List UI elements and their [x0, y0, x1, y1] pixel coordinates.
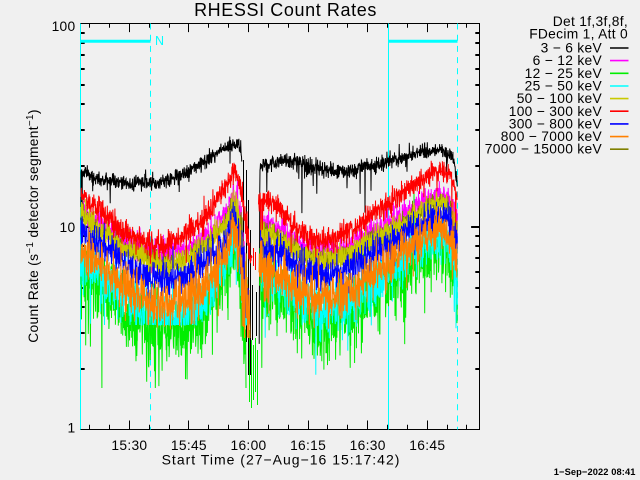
svg-text:100 − 300 keV: 100 − 300 keV: [509, 104, 603, 119]
svg-text:12 − 25 keV: 12 − 25 keV: [525, 66, 603, 81]
svg-text:6 − 12 keV: 6 − 12 keV: [533, 53, 603, 68]
svg-text:15:45: 15:45: [171, 438, 207, 453]
svg-text:100: 100: [52, 19, 76, 34]
svg-text:300 − 800 keV: 300 − 800 keV: [509, 116, 603, 131]
svg-text:16:15: 16:15: [290, 438, 326, 453]
svg-text:16:00: 16:00: [230, 438, 266, 453]
svg-text:1−Sep−2022 08:41: 1−Sep−2022 08:41: [554, 467, 636, 477]
svg-text:1: 1: [68, 421, 76, 436]
svg-text:10: 10: [60, 220, 76, 235]
svg-text:16:45: 16:45: [409, 438, 445, 453]
svg-text:FDecim 1, Att 0: FDecim 1, Att 0: [529, 27, 628, 42]
svg-text:Start Time (27−Aug−16 15:17:42: Start Time (27−Aug−16 15:17:42): [162, 452, 401, 468]
svg-text:N: N: [155, 34, 164, 48]
svg-text:25 − 50 keV: 25 − 50 keV: [525, 79, 603, 94]
svg-text:RHESSI Count Rates: RHESSI Count Rates: [194, 0, 377, 20]
svg-text:Count Rate (s−1 detector segme: Count Rate (s−1 detector segment−1): [25, 109, 41, 343]
svg-text:Det 1f,3f,8f,: Det 1f,3f,8f,: [553, 14, 628, 29]
svg-text:3 − 6 keV: 3 − 6 keV: [541, 41, 603, 56]
svg-text:800 − 7000 keV: 800 − 7000 keV: [501, 129, 603, 144]
svg-text:50 − 100 keV: 50 − 100 keV: [517, 91, 603, 106]
svg-text:7000 − 15000 keV: 7000 − 15000 keV: [485, 142, 603, 157]
svg-text:16:30: 16:30: [350, 438, 386, 453]
svg-text:15:30: 15:30: [111, 438, 147, 453]
